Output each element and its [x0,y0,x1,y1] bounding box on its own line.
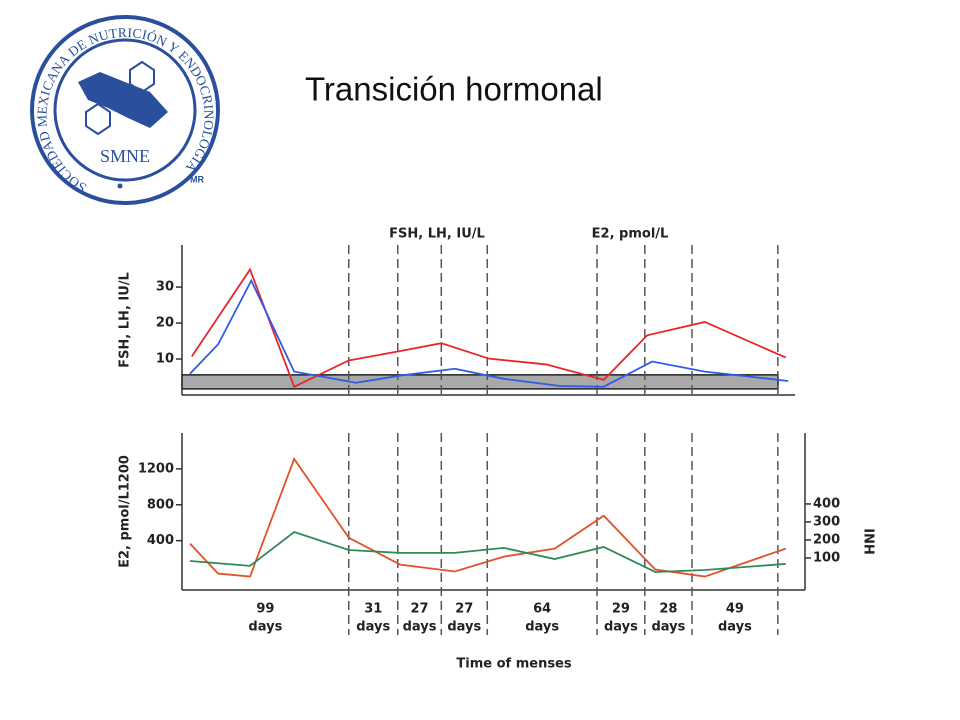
interval-unit: days [525,620,559,635]
interval-count: 27 [455,602,473,617]
interval-unit: days [248,620,282,635]
data-line [191,267,787,388]
interval-count: 64 [533,602,551,617]
interval-count: 31 [364,602,382,617]
data-line [189,278,789,388]
logo-dot [117,183,123,189]
interval-unit: days [356,620,390,635]
y2-tick-label: 300 [813,514,840,529]
interval-count: 28 [659,602,677,617]
y-tick-label: 10 [156,352,174,367]
interval-unit: days [447,620,481,635]
y-tick-label: 800 [147,497,174,512]
y-tick-label: 400 [147,533,174,548]
y-tick-label: 1200 [138,461,174,476]
logo-mark: MR [190,174,204,184]
slide-title: Transición hormonal [305,71,603,108]
logo-hexagons [85,60,155,136]
logo-ring [30,15,220,205]
y-tick-label: 20 [156,316,174,331]
x-axis-label: Time of menses [456,657,571,672]
annotation: E2, pmol/L [592,227,669,242]
interval-count: 29 [612,602,630,617]
reference-band [181,374,779,390]
logo-acronym: SMNE [100,146,150,166]
interval-count: 49 [726,602,744,617]
y-tick-label: 30 [156,280,174,295]
y2-tick-label: 200 [813,532,840,547]
annotation: FSH, LH, IU/L [389,227,485,242]
y-axis-label: E2, pmol/L1200 [118,455,133,568]
data-line [189,457,787,578]
y-axis-label: FSH, LH, IU/L [118,272,133,368]
interval-count: 99 [256,602,274,617]
y2-tick-label: 400 [813,496,840,511]
logo-ring [53,38,197,182]
interval-unit: days [718,620,752,635]
data-line [189,531,786,573]
interval-unit: days [403,620,437,635]
logo-map [78,72,168,128]
interval-unit: days [651,620,685,635]
y2-tick-label: 100 [813,550,840,565]
interval-unit: days [604,620,638,635]
y2-axis-label: INH [861,528,876,555]
interval-count: 27 [410,602,428,617]
logo: SOCIEDAD MEXICANA DE NUTRICIÓN Y ENDOCRI… [30,15,220,205]
